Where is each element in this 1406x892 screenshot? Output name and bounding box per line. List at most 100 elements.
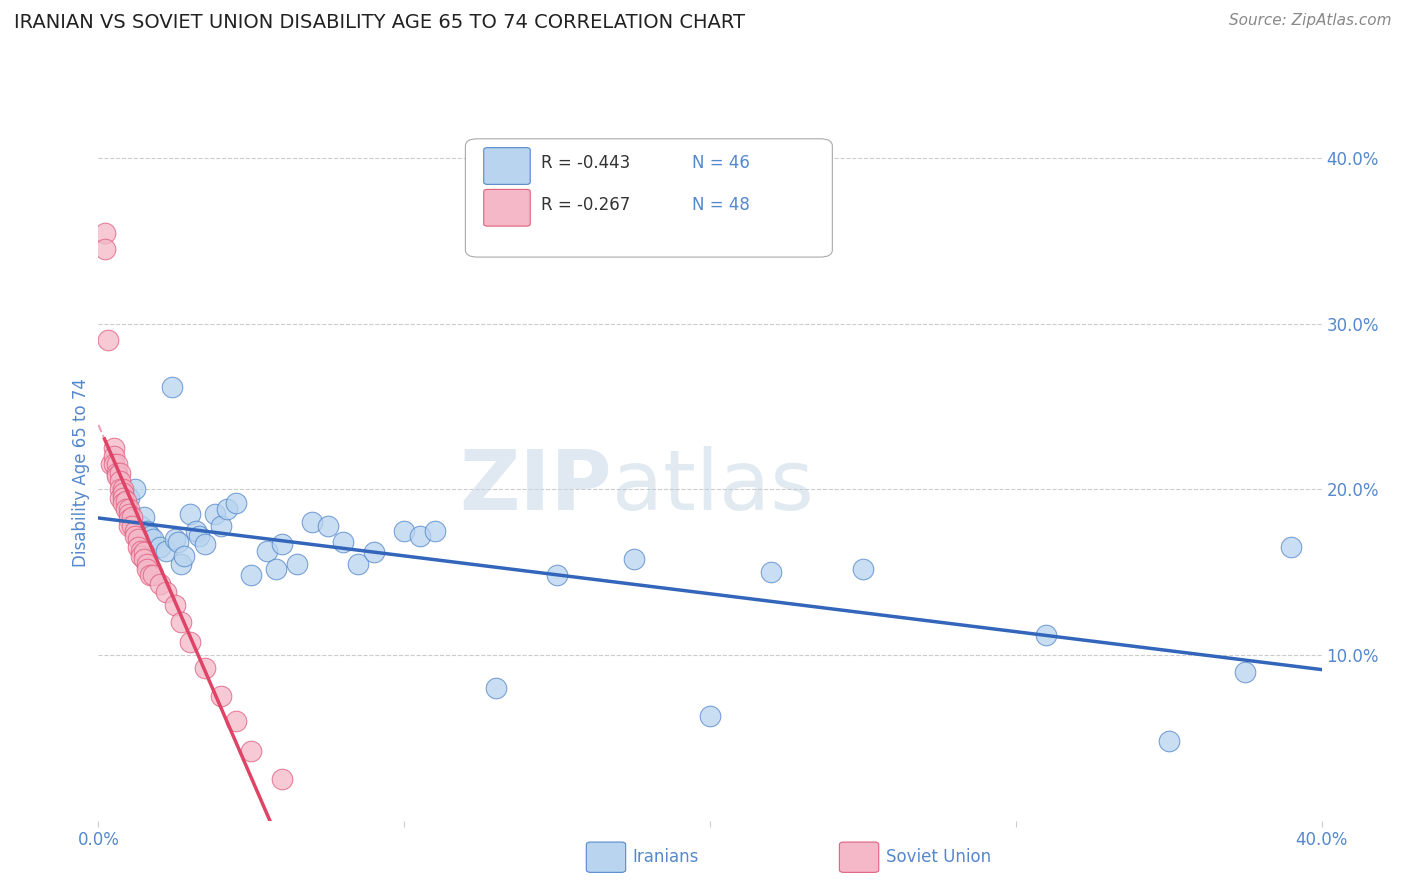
Point — [204, 507, 226, 521]
Point — [108, 466, 131, 480]
Point — [108, 483, 131, 497]
Point — [108, 491, 131, 505]
Point — [1035, 628, 1057, 642]
Point — [111, 491, 134, 505]
Point — [194, 661, 217, 675]
Point — [301, 516, 323, 530]
Text: atlas: atlas — [612, 446, 814, 527]
Point — [188, 529, 211, 543]
Point — [149, 576, 172, 591]
Point — [225, 495, 247, 509]
Point — [1279, 541, 1302, 555]
Point — [103, 449, 125, 463]
Text: Source: ZipAtlas.com: Source: ZipAtlas.com — [1229, 13, 1392, 29]
Point — [111, 483, 134, 497]
Point — [225, 714, 247, 729]
Text: Soviet Union: Soviet Union — [886, 848, 991, 866]
Point — [134, 510, 156, 524]
Point — [163, 599, 186, 613]
Point — [149, 541, 172, 555]
Point — [270, 772, 292, 787]
Point — [129, 543, 152, 558]
Point — [852, 562, 875, 576]
Point — [105, 458, 128, 472]
Point — [136, 524, 159, 538]
Point — [264, 562, 287, 576]
Point — [129, 549, 152, 563]
Point — [1157, 734, 1180, 748]
Point — [332, 535, 354, 549]
Point — [179, 634, 201, 648]
Point — [363, 545, 385, 559]
Point — [111, 485, 134, 500]
FancyBboxPatch shape — [465, 139, 832, 257]
FancyBboxPatch shape — [484, 148, 530, 185]
Point — [179, 507, 201, 521]
Point — [392, 524, 416, 538]
Point — [124, 529, 146, 543]
Point — [759, 565, 782, 579]
Point — [127, 541, 149, 555]
Point — [240, 568, 263, 582]
Text: N = 48: N = 48 — [692, 196, 749, 214]
Point — [118, 518, 141, 533]
Point — [129, 518, 152, 533]
Point — [93, 226, 115, 240]
Point — [285, 557, 308, 571]
Point — [118, 512, 141, 526]
Point — [142, 532, 165, 546]
Point — [173, 549, 195, 563]
Point — [209, 518, 232, 533]
Point — [408, 529, 430, 543]
Point — [127, 532, 149, 546]
Point — [100, 458, 122, 472]
Point — [167, 535, 190, 549]
Point — [546, 568, 568, 582]
Point — [97, 333, 120, 347]
Text: Iranians: Iranians — [633, 848, 699, 866]
Point — [121, 510, 143, 524]
Text: R = -0.267: R = -0.267 — [541, 196, 630, 214]
Point — [136, 562, 159, 576]
Point — [170, 557, 193, 571]
Point — [423, 524, 446, 538]
Point — [118, 507, 141, 521]
Point — [134, 545, 156, 559]
Point — [186, 524, 208, 538]
Point — [124, 524, 146, 538]
Point — [136, 557, 159, 571]
Point — [139, 529, 162, 543]
Point — [155, 585, 177, 599]
Point — [316, 518, 339, 533]
Point — [111, 495, 134, 509]
Point — [215, 502, 238, 516]
Point — [105, 469, 128, 483]
Point — [256, 543, 278, 558]
Point — [142, 568, 165, 582]
Point — [155, 543, 177, 558]
Point — [163, 532, 186, 546]
Point — [209, 690, 232, 704]
Point — [103, 441, 125, 455]
Point — [194, 537, 217, 551]
Point — [699, 709, 721, 723]
Point — [118, 507, 141, 521]
Point — [124, 483, 146, 497]
FancyBboxPatch shape — [484, 189, 530, 226]
Point — [139, 568, 162, 582]
Text: N = 46: N = 46 — [692, 154, 749, 172]
Y-axis label: Disability Age 65 to 74: Disability Age 65 to 74 — [72, 378, 90, 567]
Point — [240, 744, 263, 758]
Text: IRANIAN VS SOVIET UNION DISABILITY AGE 65 TO 74 CORRELATION CHART: IRANIAN VS SOVIET UNION DISABILITY AGE 6… — [14, 13, 745, 32]
Point — [121, 518, 143, 533]
Point — [160, 379, 183, 393]
Point — [93, 242, 115, 256]
Point — [134, 552, 156, 566]
Point — [108, 474, 131, 488]
Point — [118, 491, 141, 505]
Point — [1234, 665, 1257, 679]
Point — [485, 681, 508, 695]
Point — [170, 615, 193, 629]
Point — [118, 502, 141, 516]
Point — [105, 466, 128, 480]
